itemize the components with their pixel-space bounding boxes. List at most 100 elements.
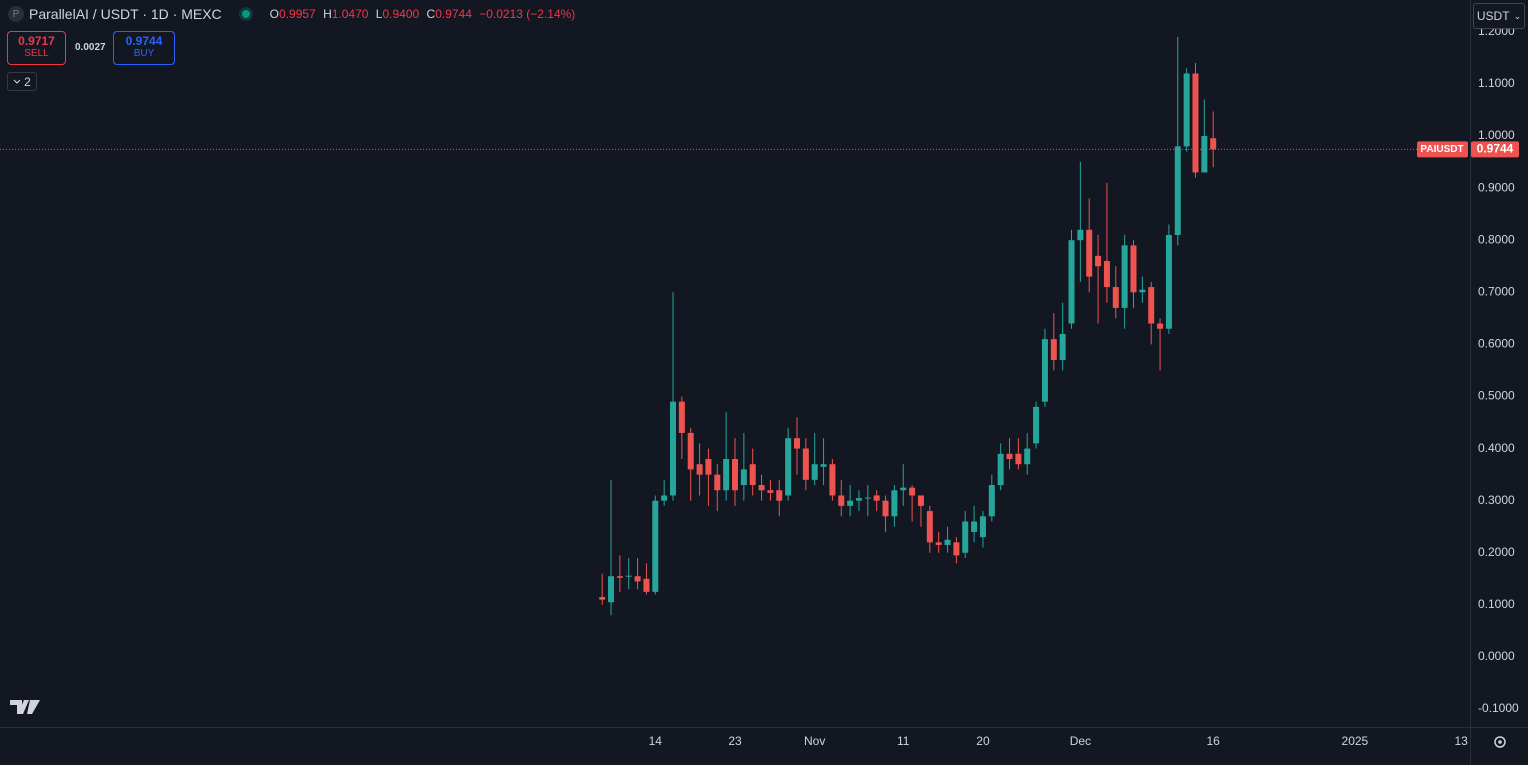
candle-body (608, 576, 615, 603)
candle-body (979, 516, 986, 538)
y-tick-label: 1.1000 (1478, 76, 1515, 90)
spread: 0.0027 (75, 42, 106, 53)
candle-body (767, 490, 774, 493)
sell-price: 0.9717 (18, 34, 55, 48)
candle-body (1086, 229, 1093, 277)
candle-body (661, 495, 668, 501)
y-tick-label: 0.6000 (1478, 337, 1515, 351)
candle-body (864, 497, 871, 499)
y-tick-label: 0.3000 (1478, 493, 1515, 507)
y-tick-label: 0.5000 (1478, 389, 1515, 403)
candle-body (1015, 453, 1022, 465)
ohlc-key: C (426, 7, 436, 21)
candle-body (1059, 333, 1066, 361)
candle-body (723, 458, 730, 491)
candle-body (670, 401, 677, 496)
y-tick-label: 0.7000 (1478, 284, 1515, 298)
candle-body (732, 458, 738, 491)
candle-body (1033, 406, 1040, 444)
candle-body (785, 438, 792, 496)
ohlc-value: 0.9957 (279, 7, 316, 21)
symbol-tag-label: PAIUSDT (1420, 144, 1463, 155)
ohlc-value: 1.0470 (331, 7, 369, 21)
indicators-toggle[interactable]: 2 (7, 72, 37, 91)
candle-body (997, 453, 1004, 486)
candle-body (1201, 135, 1208, 173)
y-tick-label: 0.8000 (1478, 232, 1515, 246)
candle-body (917, 495, 924, 506)
candle-body (802, 448, 809, 480)
currency-label: USDT (1476, 9, 1510, 23)
candle-body (1130, 245, 1137, 293)
settings-icon[interactable] (1494, 736, 1506, 748)
sell-label: SELL (24, 48, 49, 59)
candle-body (1041, 339, 1048, 402)
price-tag (1471, 141, 1519, 158)
y-tick-label: 0.0000 (1478, 649, 1515, 663)
y-tick-label: 0.4000 (1478, 441, 1515, 455)
candle-body (962, 521, 969, 553)
candle-body (625, 575, 632, 577)
ohlc-value: 0.9744 (435, 7, 472, 21)
symbol-icon: P (8, 6, 24, 22)
buy-price: 0.9744 (125, 34, 163, 48)
buy-button[interactable]: 0.9744 BUY (113, 31, 175, 65)
candle-body (714, 474, 721, 491)
candle-body (1006, 453, 1013, 459)
settings-icon-center (1498, 740, 1502, 744)
candle-body (900, 487, 907, 491)
candle-body (1112, 287, 1119, 308)
candle-body (838, 495, 845, 506)
market-status (241, 10, 250, 18)
symbol-tag (1417, 141, 1468, 158)
y-tick-label: 0.2000 (1478, 545, 1515, 559)
candle-body (1077, 229, 1084, 241)
candle-body (1165, 234, 1172, 329)
y-tick-label: -0.1000 (1478, 701, 1519, 715)
price-tag-label: 0.9744 (1477, 141, 1514, 155)
x-tick-label: 20 (976, 734, 990, 748)
candle-body (776, 490, 783, 501)
chevron (13, 79, 21, 84)
candle-body (1068, 240, 1075, 324)
ohlc-change: −0.0213 (−2.14%) (479, 7, 576, 21)
candle-body (988, 485, 995, 517)
candle-body (1103, 261, 1110, 288)
y-tick-label: 1.0000 (1478, 128, 1515, 142)
candle-body (944, 539, 951, 545)
candle-body (811, 464, 818, 480)
ohlc-key: O (269, 7, 280, 21)
candle-body (1174, 146, 1181, 235)
x-tick-label: 11 (897, 734, 910, 748)
x-tick-label: 13 (1454, 734, 1468, 748)
candle-body (847, 500, 854, 506)
candle-body (829, 464, 836, 496)
candle-body (926, 511, 933, 543)
candle-body (696, 464, 703, 475)
ohlc-key: L (375, 7, 383, 21)
candle-body (793, 438, 800, 449)
symbol-title[interactable]: ParallelAI / USDT · 1D · MEXC (29, 6, 222, 22)
sell-button[interactable]: 0.9717 SELL (7, 31, 66, 65)
x-tick-label: Dec (1070, 734, 1091, 748)
candle-body (616, 576, 623, 578)
candle-body (1157, 323, 1164, 329)
candle-body (749, 464, 756, 486)
x-tick-label: 16 (1207, 734, 1221, 748)
candle-body (740, 469, 747, 486)
candle-body (599, 597, 606, 600)
candle-body (935, 542, 942, 545)
candle-body (1024, 448, 1031, 465)
ohlc-key: H (323, 7, 332, 21)
candle-body (971, 521, 978, 532)
ohlc-value: 0.9400 (382, 7, 420, 21)
candle-body (1148, 287, 1155, 324)
candle-body (678, 401, 685, 433)
currency-button[interactable]: USDT ⌄ (1473, 3, 1525, 29)
candle-body (1139, 289, 1146, 293)
candle-body (1192, 73, 1199, 173)
candle-body (1121, 245, 1128, 308)
x-tick-label: 2025 (1342, 734, 1369, 748)
